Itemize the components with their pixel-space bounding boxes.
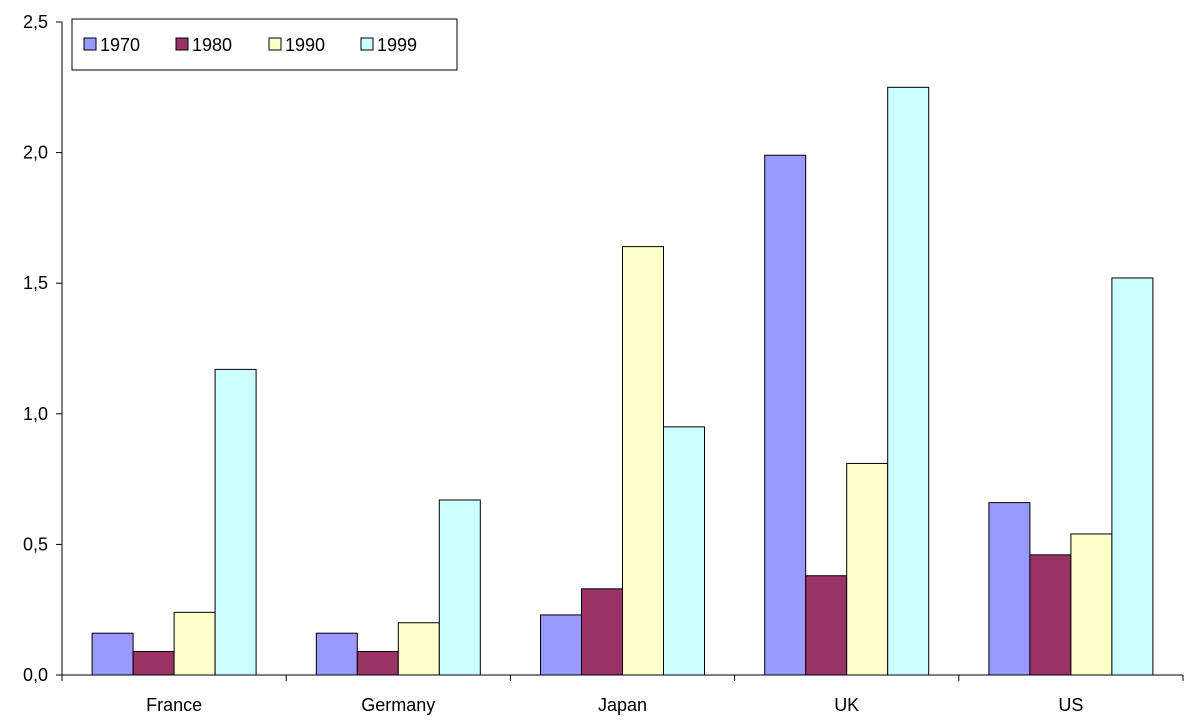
y-tick-label: 0,0 [23, 665, 48, 685]
bar-1970-us [988, 502, 1031, 676]
bar-1999-us [1111, 277, 1154, 676]
legend-label-1970: 1970 [100, 35, 140, 55]
bar-1970-germany [315, 632, 358, 676]
bar-1980-us [1029, 554, 1072, 676]
y-tick-label: 2,0 [23, 143, 48, 163]
y-tick-label: 1,5 [23, 273, 48, 293]
legend-box [71, 18, 458, 71]
y-tick-label: 1,0 [23, 404, 48, 424]
bar-1980-germany [356, 650, 399, 676]
x-tick-label: France [146, 695, 202, 715]
bar-1999-uk [887, 86, 930, 676]
bar-1999-japan [663, 426, 705, 676]
bar-1970-france [91, 632, 134, 676]
legend: 1970 1980 1990 1999 [71, 18, 458, 71]
y-tick-label: 0,5 [23, 534, 48, 554]
legend-swatch-1970 [83, 37, 97, 51]
legend-swatch-1990 [268, 37, 282, 51]
x-tick-label: US [1058, 695, 1083, 715]
bar-1999-germany [438, 499, 481, 676]
x-tick-label: UK [834, 695, 859, 715]
bars-group [91, 86, 1154, 676]
x-tick-label: Germany [361, 695, 435, 715]
legend-label-1990: 1990 [285, 35, 325, 55]
bar-1990-france [173, 611, 216, 676]
bar-1990-japan [622, 246, 664, 676]
bar-1990-germany [397, 622, 440, 676]
bar-1970-uk [764, 154, 807, 676]
bar-1999-france [214, 368, 257, 676]
y-tick-label: 2,5 [23, 12, 48, 32]
legend-label-1999: 1999 [377, 35, 417, 55]
axes-group: 0,0 0,5 1,0 1,5 2,0 2,5 France Germany Japan UK US [23, 12, 1184, 715]
bar-1980-japan [581, 588, 623, 676]
legend-swatch-1980 [175, 37, 189, 51]
legend-label-1980: 1980 [192, 35, 232, 55]
bar-1990-uk [846, 462, 889, 676]
bar-1970-japan [540, 614, 582, 676]
legend-swatch-1999 [360, 37, 374, 51]
bar-1990-us [1070, 533, 1113, 676]
x-tick-label: Japan [598, 695, 647, 715]
bar-1980-uk [805, 575, 848, 676]
bar-1980-france [132, 650, 175, 676]
